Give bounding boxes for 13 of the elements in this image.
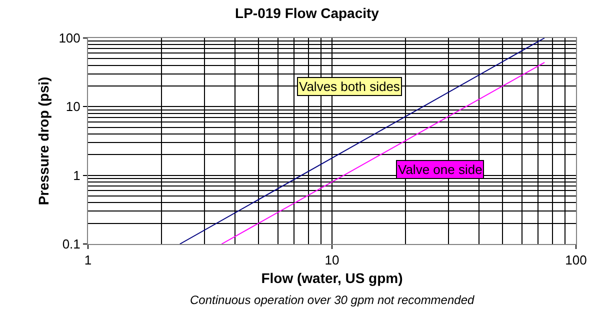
text: Continuous operation over 30 gpm not recommended (190, 293, 474, 307)
y-tick-label: 0.1 (62, 236, 80, 252)
x-axis-title: Flow (water, US gpm) (261, 270, 403, 286)
y-tick-label: 10 (66, 99, 80, 114)
series-label: Valve one side (398, 162, 482, 177)
series-label: Valves both sides (299, 79, 400, 94)
x-tick-label: 10 (324, 252, 340, 268)
y-tick-label: 100 (58, 30, 80, 46)
x-tick-label: 1 (84, 252, 92, 268)
y-axis-title: Pressure drop (psi) (35, 76, 52, 206)
y-tick-label: 1 (73, 168, 80, 183)
chart-title: LP-019 Flow Capacity (235, 4, 380, 21)
x-tick-label: 100 (565, 252, 587, 268)
